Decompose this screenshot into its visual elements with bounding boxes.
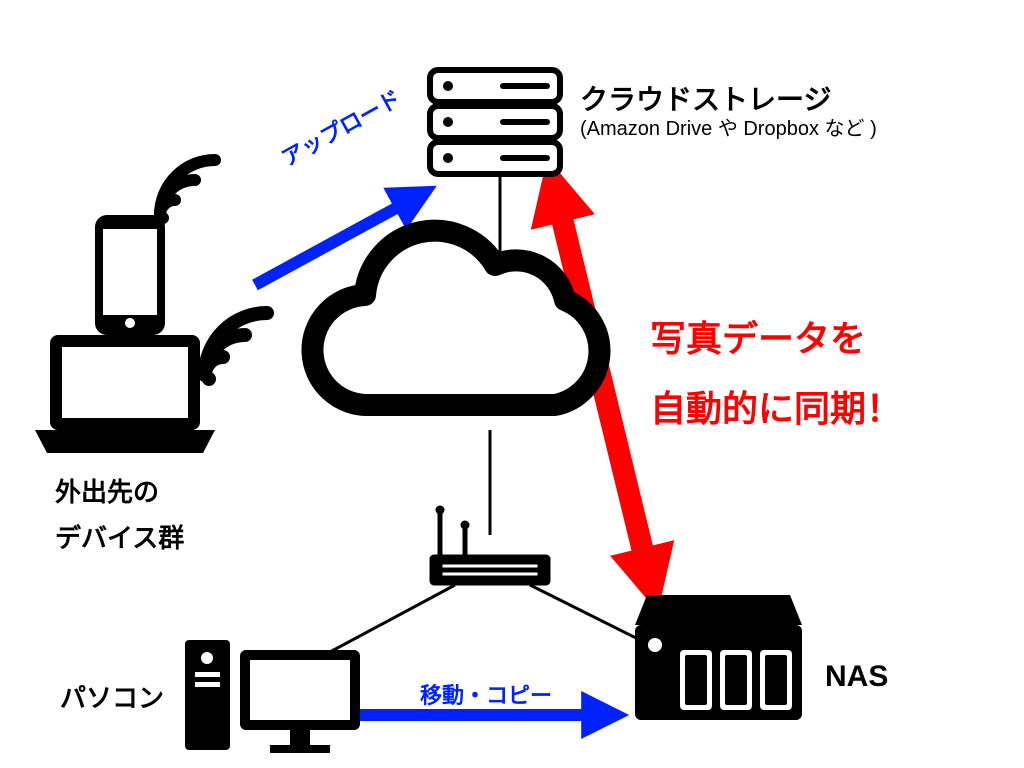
server-icon — [430, 70, 560, 174]
diagram-stage: { "canvas":{"w":1024,"h":768,"bg":"#ffff… — [0, 0, 1024, 768]
nas-icon — [635, 595, 802, 720]
nas-label: NAS — [825, 660, 888, 694]
devices-label-1: 外出先の — [55, 472, 159, 509]
pc-label: パソコン — [60, 678, 164, 715]
devices-icon — [35, 160, 267, 453]
sync-callout-2: 自動的に同期！ — [650, 380, 902, 432]
cloud-storage-subtitle: (Amazon Drive や Dropbox など ) — [580, 112, 877, 141]
copy-edge-label: 移動・コピー — [420, 678, 552, 710]
pc-icon — [185, 640, 360, 753]
sync-callout-1: 写真データを — [650, 310, 866, 362]
cloud-icon — [312, 231, 599, 405]
devices-label-2: デバイス群 — [55, 518, 184, 555]
